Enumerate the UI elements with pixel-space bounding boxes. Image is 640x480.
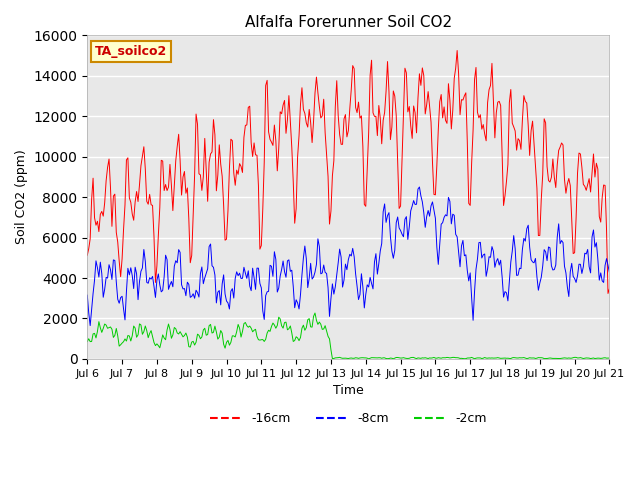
-2cm xyxy=(98,329,106,335)
-2cm xyxy=(413,356,420,361)
Legend: -16cm, -8cm, -2cm: -16cm, -8cm, -2cm xyxy=(205,407,492,430)
X-axis label: Time: Time xyxy=(333,384,364,397)
Line: -8cm: -8cm xyxy=(87,187,609,325)
-2cm xyxy=(365,356,372,362)
-8cm xyxy=(399,234,407,240)
-2cm xyxy=(180,333,188,338)
Title: Alfalfa Forerunner Soil CO2: Alfalfa Forerunner Soil CO2 xyxy=(244,15,452,30)
-16cm xyxy=(410,103,417,109)
-16cm xyxy=(180,168,188,174)
-8cm xyxy=(86,323,94,328)
-16cm xyxy=(604,290,612,296)
-8cm xyxy=(83,292,91,298)
-8cm xyxy=(412,202,419,207)
-8cm xyxy=(99,294,107,300)
-8cm xyxy=(382,219,390,225)
-16cm xyxy=(98,208,106,214)
-8cm xyxy=(182,293,189,299)
Line: -2cm: -2cm xyxy=(87,313,609,359)
-2cm xyxy=(83,339,91,345)
-2cm xyxy=(605,355,613,361)
-2cm xyxy=(311,310,319,316)
-8cm xyxy=(415,184,423,190)
-2cm xyxy=(545,355,552,361)
-16cm xyxy=(83,252,91,258)
Line: -16cm: -16cm xyxy=(87,50,609,293)
-2cm xyxy=(383,356,391,361)
-16cm xyxy=(398,158,406,164)
-16cm xyxy=(381,109,388,115)
Y-axis label: Soil CO2 (ppm): Soil CO2 (ppm) xyxy=(15,150,28,244)
-2cm xyxy=(401,355,409,361)
-16cm xyxy=(543,164,551,169)
-16cm xyxy=(605,286,613,291)
-16cm xyxy=(453,48,461,53)
-8cm xyxy=(545,244,552,250)
-8cm xyxy=(605,270,613,276)
Text: TA_soilco2: TA_soilco2 xyxy=(95,45,168,58)
